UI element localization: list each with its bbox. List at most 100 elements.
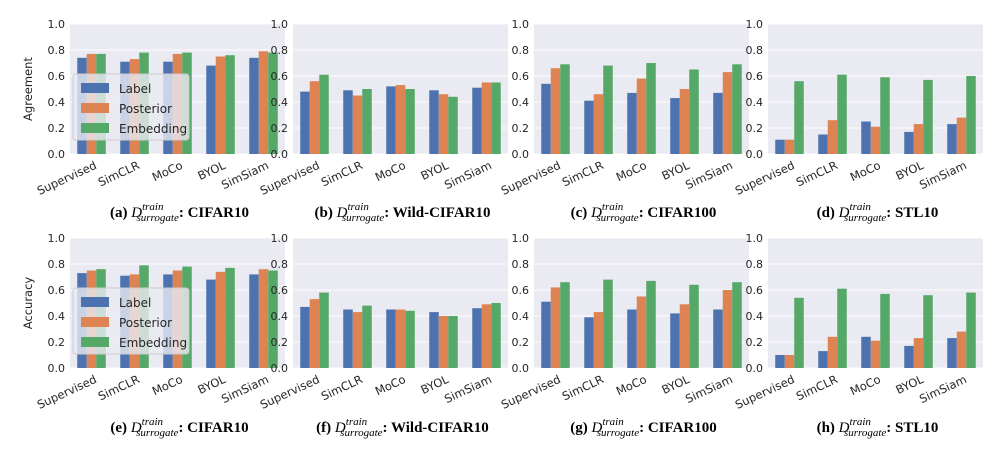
bar-posterior	[956, 117, 967, 154]
bar-embedding	[491, 303, 501, 368]
panel-caption: (g) Dtrain surrogate: CIFAR100	[570, 416, 717, 439]
y-tick-label: 0.0	[746, 362, 764, 375]
legend-swatch-posterior	[81, 103, 109, 113]
bar-posterior	[481, 82, 492, 154]
bar-embedding	[966, 76, 976, 154]
y-tick-label: 0.6	[48, 70, 66, 83]
y-tick-label: 0.6	[512, 70, 530, 83]
y-axis-label: Agreement	[21, 57, 35, 121]
bar-embedding	[362, 89, 372, 154]
panel-caption: (b) Dtrain surrogate: Wild-CIFAR10	[315, 201, 491, 224]
panel-caption: (e) Dtrain surrogate: CIFAR10	[110, 416, 248, 439]
bar-label	[206, 279, 216, 368]
bar-label	[386, 86, 396, 154]
y-tick-label: 0.2	[512, 336, 530, 349]
bar-label	[343, 90, 353, 154]
bar-embedding	[448, 96, 458, 154]
bar-label	[584, 100, 594, 154]
legend: Label Posterior Embedding	[72, 287, 190, 355]
bar-label	[472, 308, 482, 368]
bar-label	[206, 65, 216, 154]
x-tick-label: Supervised	[733, 158, 797, 198]
x-tick-label: MoCo	[150, 158, 185, 184]
bar-embedding	[837, 74, 847, 154]
bar-embedding	[794, 297, 804, 368]
bar-label	[541, 83, 551, 154]
bar-embedding	[560, 282, 570, 368]
bar-label	[300, 306, 310, 368]
x-tick-label: MoCo	[614, 158, 649, 184]
y-tick-label: 0.4	[271, 96, 289, 109]
bar-posterior	[258, 269, 269, 368]
y-tick-label: 0.8	[271, 258, 289, 271]
bar-posterior	[722, 72, 733, 154]
y-tick-label: 0.2	[746, 122, 764, 135]
legend-swatch-label	[81, 83, 109, 93]
y-tick-label: 0.0	[48, 148, 66, 161]
bar-label	[713, 309, 723, 368]
y-tick-label: 1.0	[512, 232, 530, 245]
y-tick-label: 0.2	[48, 336, 66, 349]
y-tick-label: 0.2	[271, 336, 289, 349]
y-axis-label: Accuracy	[21, 277, 35, 330]
x-tick-label: MoCo	[373, 372, 408, 398]
x-tick-label: SimCLR	[319, 158, 365, 189]
bar-posterior	[913, 124, 924, 154]
bar-embedding	[268, 52, 278, 154]
y-tick-label: 0.6	[48, 284, 66, 297]
y-tick-label: 1.0	[746, 18, 764, 31]
x-tick-label: SimCLR	[560, 158, 606, 189]
y-tick-label: 0.4	[746, 96, 764, 109]
bar-label	[775, 355, 785, 368]
bar-embedding	[732, 64, 742, 154]
y-tick-label: 0.4	[746, 310, 764, 323]
y-tick-label: 0.6	[512, 284, 530, 297]
bar-label	[947, 338, 957, 368]
bar-label	[300, 91, 310, 154]
bar-embedding	[225, 55, 235, 155]
y-tick-label: 0.0	[271, 148, 289, 161]
x-tick-label: SimSiam	[683, 158, 735, 192]
panel-caption: (f) Dtrain surrogate: Wild-CIFAR10	[316, 416, 489, 439]
legend-label-embedding: Embedding	[119, 336, 187, 350]
y-tick-label: 0.2	[271, 122, 289, 135]
bar-embedding	[268, 270, 278, 368]
bar-embedding	[405, 89, 415, 154]
y-tick-label: 0.0	[746, 148, 764, 161]
y-tick-label: 0.4	[271, 310, 289, 323]
bar-embedding	[319, 74, 329, 154]
y-tick-label: 0.8	[271, 44, 289, 57]
bar-label	[775, 139, 785, 154]
y-tick-label: 0.8	[746, 258, 764, 271]
bar-label	[861, 121, 871, 154]
bar-posterior	[309, 299, 320, 368]
bar-embedding	[794, 81, 804, 154]
x-tick-label: SimSiam	[683, 372, 735, 406]
y-tick-label: 0.4	[48, 310, 66, 323]
bar-embedding	[646, 280, 656, 368]
y-tick-label: 0.8	[512, 258, 530, 271]
bar-embedding	[362, 305, 372, 368]
bar-posterior	[679, 89, 690, 154]
y-tick-label: 0.8	[746, 44, 764, 57]
bar-posterior	[395, 85, 406, 154]
bar-posterior	[550, 287, 561, 368]
y-tick-label: 1.0	[48, 232, 66, 245]
bar-embedding	[880, 77, 890, 154]
y-tick-label: 0.8	[512, 44, 530, 57]
bar-embedding	[319, 292, 329, 368]
bar-posterior	[258, 51, 269, 154]
y-tick-label: 1.0	[271, 18, 289, 31]
y-tick-label: 0.0	[271, 362, 289, 375]
bar-label	[947, 124, 957, 154]
bar-posterior	[956, 331, 967, 368]
bar-posterior	[438, 316, 449, 368]
legend-label-label: Label	[119, 296, 151, 310]
x-tick-label: SimCLR	[96, 158, 142, 189]
bar-embedding	[603, 279, 613, 368]
legend-label-embedding: Embedding	[119, 122, 187, 136]
bar-posterior	[309, 81, 320, 154]
y-tick-label: 0.4	[512, 310, 530, 323]
